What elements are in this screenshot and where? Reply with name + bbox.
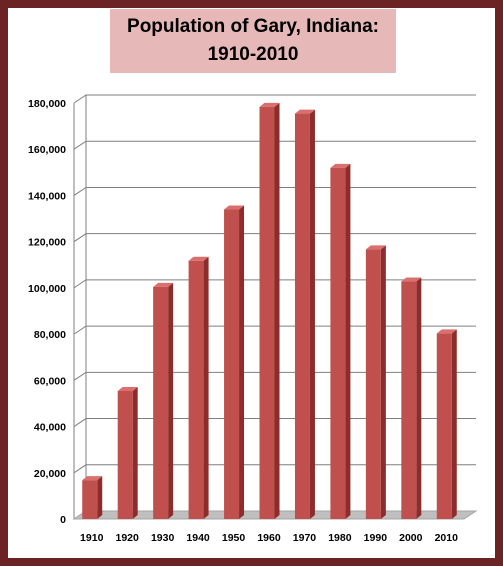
bar-1930 xyxy=(153,286,169,519)
y-tick-label: 140,000 xyxy=(28,190,66,202)
x-tick-label: 2000 xyxy=(399,532,423,544)
bar-top xyxy=(153,282,174,287)
y-tick-label: 20,000 xyxy=(34,468,66,480)
bar-top xyxy=(294,109,315,114)
bar-1970 xyxy=(294,113,310,520)
x-tick-label: 1920 xyxy=(116,532,140,544)
x-tick-label: 1940 xyxy=(186,532,210,544)
y-tick-label: 0 xyxy=(60,514,66,526)
y-tick-label: 60,000 xyxy=(34,375,66,387)
x-axis-ticks: 1910 1920 1930 1940 1950 1960 1970 1980 1990 2000… xyxy=(80,532,458,544)
x-tick-label: 1980 xyxy=(328,532,352,544)
y-tick-label: 100,000 xyxy=(28,283,66,295)
bar-1940 xyxy=(188,260,204,519)
bar-top xyxy=(401,277,422,282)
bar-top xyxy=(224,205,245,210)
x-tick-label: 1950 xyxy=(222,532,246,544)
chart-title-line1: Population of Gary, Indiana: xyxy=(127,16,379,37)
bar-2000 xyxy=(401,281,417,519)
y-tick-label: 160,000 xyxy=(28,144,66,156)
y-tick-label: 120,000 xyxy=(28,237,66,249)
y-tick-label: 40,000 xyxy=(34,422,66,434)
bar-side xyxy=(239,205,245,520)
bar-side xyxy=(345,163,351,519)
y-axis-ticks: 0 20,000 40,000 60,000 80,000 100,000 120,000 1… xyxy=(28,98,66,526)
bar-side xyxy=(416,277,422,519)
bar-top xyxy=(259,102,280,107)
x-tick-label: 2010 xyxy=(435,532,459,544)
bar-side xyxy=(309,109,315,520)
chart-title-line2: 1910-2010 xyxy=(207,44,299,65)
gridline xyxy=(73,94,476,104)
bar-2010 xyxy=(436,333,452,519)
bar-top xyxy=(330,163,351,168)
bar-side xyxy=(168,282,174,519)
y-tick-label: 180,000 xyxy=(28,98,66,110)
bar-top xyxy=(188,256,209,261)
x-tick-label: 1930 xyxy=(151,532,175,544)
bar-top xyxy=(117,387,138,392)
bars xyxy=(82,102,457,520)
bar-top xyxy=(82,476,103,481)
bar-top xyxy=(365,245,386,250)
bar-top xyxy=(436,329,457,334)
chart-title: Population of Gary, Indiana: 1910-2010 xyxy=(110,9,396,73)
bar-side xyxy=(203,256,209,519)
x-tick-label: 1910 xyxy=(80,532,104,544)
bar-1980 xyxy=(330,167,346,519)
bar-1950 xyxy=(224,209,240,520)
bar-side xyxy=(97,476,103,519)
bar-side xyxy=(451,329,457,519)
bar-1910 xyxy=(82,480,98,519)
bar-side xyxy=(380,245,386,519)
x-tick-label: 1990 xyxy=(364,532,388,544)
bar-side xyxy=(132,387,138,519)
bar-1960 xyxy=(259,106,275,520)
bar-side xyxy=(274,102,280,520)
x-tick-label: 1970 xyxy=(293,532,317,544)
y-tick-label: 80,000 xyxy=(34,329,66,341)
bar-1990 xyxy=(365,249,381,519)
x-tick-label: 1960 xyxy=(257,532,281,544)
bar-1920 xyxy=(117,391,133,519)
